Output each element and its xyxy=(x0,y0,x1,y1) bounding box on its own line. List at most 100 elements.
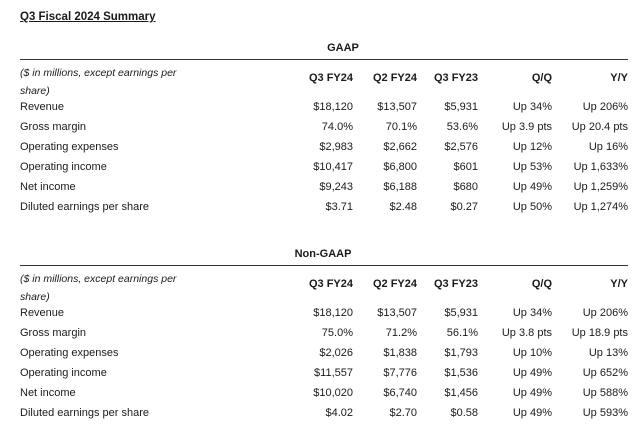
cell: $7,776 xyxy=(383,367,417,379)
cell: $10,020 xyxy=(313,387,353,399)
cell: $5,931 xyxy=(444,307,478,319)
cell: $1,456 xyxy=(444,387,478,399)
cell: $6,740 xyxy=(383,387,417,399)
cell: Up 49% xyxy=(512,407,552,419)
cell: $2,662 xyxy=(383,141,417,153)
table-row: Operating income $10,417 $6,800 $601 Up … xyxy=(20,158,628,178)
cell: 70.1% xyxy=(385,121,417,133)
cell: Up 16% xyxy=(588,141,628,153)
row-label: Diluted earnings per share xyxy=(20,407,150,419)
cell: Up 34% xyxy=(512,101,552,113)
cell: $18,120 xyxy=(313,101,353,113)
cell: $3.71 xyxy=(325,201,353,213)
cell: $0.58 xyxy=(450,407,478,419)
cell: 71.2% xyxy=(385,327,417,339)
cell: $680 xyxy=(453,181,478,193)
table-row: Revenue $18,120 $13,507 $5,931 Up 34% Up… xyxy=(20,98,628,118)
cell: $4.02 xyxy=(325,407,353,419)
units-note: ($ in millions, except earnings per shar… xyxy=(20,67,177,97)
table-row: Gross margin 74.0% 70.1% 53.6% Up 3.9 pt… xyxy=(20,118,628,138)
table-row: Net income $9,243 $6,188 $680 Up 49% Up … xyxy=(20,178,628,198)
cell: 56.1% xyxy=(446,327,478,339)
cell: Up 652% xyxy=(582,367,628,379)
cell: $18,120 xyxy=(313,307,353,319)
gaap-rows: Revenue $18,120 $13,507 $5,931 Up 34% Up… xyxy=(20,98,628,218)
cell: Up 12% xyxy=(512,141,552,153)
cell: $13,507 xyxy=(377,101,417,113)
gaap-section: GAAP ($ in millions, except earnings per… xyxy=(20,40,628,218)
cell: Up 593% xyxy=(582,407,628,419)
table-row: Diluted earnings per share $4.02 $2.70 $… xyxy=(20,404,628,424)
divider xyxy=(20,59,628,60)
column-header-row: ($ in millions, except earnings per shar… xyxy=(20,266,628,304)
cell: Up 34% xyxy=(512,307,552,319)
table-row: Operating expenses $2,983 $2,662 $2,576 … xyxy=(20,138,628,158)
cell: 74.0% xyxy=(321,121,353,133)
table-row: Operating income $11,557 $7,776 $1,536 U… xyxy=(20,364,628,384)
table-row: Revenue $18,120 $13,507 $5,931 Up 34% Up… xyxy=(20,304,628,324)
col-header-q2fy24: Q2 FY24 xyxy=(372,278,417,290)
col-header-yy: Y/Y xyxy=(610,278,628,290)
row-label: Gross margin xyxy=(20,327,87,339)
units-note: ($ in millions, except earnings per shar… xyxy=(20,273,177,303)
col-header-q3fy24: Q3 FY24 xyxy=(308,278,353,290)
cell: 75.0% xyxy=(321,327,353,339)
col-header-q3fy24: Q3 FY24 xyxy=(308,72,353,84)
cell: $9,243 xyxy=(319,181,353,193)
cell: Up 50% xyxy=(512,201,552,213)
row-label: Revenue xyxy=(20,307,65,319)
cell: $11,557 xyxy=(314,367,353,379)
non-gaap-section: Non-GAAP ($ in millions, except earnings… xyxy=(20,246,628,424)
section-title: GAAP xyxy=(327,42,359,54)
cell: $0.27 xyxy=(450,201,478,213)
cell: Up 49% xyxy=(512,387,552,399)
col-header-q3fy23: Q3 FY23 xyxy=(433,278,478,290)
col-header-yy: Y/Y xyxy=(610,72,628,84)
row-label: Revenue xyxy=(20,101,65,113)
cell: $2,026 xyxy=(319,347,353,359)
section-header: Non-GAAP xyxy=(20,246,628,266)
section-header: GAAP xyxy=(20,40,628,60)
cell: $2,576 xyxy=(444,141,478,153)
cell: Up 18.9 pts xyxy=(571,327,628,339)
cell: $6,188 xyxy=(383,181,417,193)
cell: Up 13% xyxy=(588,347,628,359)
cell: $601 xyxy=(453,161,478,173)
table-row: Operating expenses $2,026 $1,838 $1,793 … xyxy=(20,344,628,364)
table-row: Diluted earnings per share $3.71 $2.48 $… xyxy=(20,198,628,218)
page-title: Q3 Fiscal 2024 Summary xyxy=(20,11,156,23)
col-header-q2fy24: Q2 FY24 xyxy=(372,72,417,84)
cell: 53.6% xyxy=(446,121,478,133)
row-label: Gross margin xyxy=(20,121,87,133)
cell: $13,507 xyxy=(377,307,417,319)
row-label: Net income xyxy=(20,181,76,193)
cell: $1,536 xyxy=(444,367,478,379)
cell: Up 1,274% xyxy=(573,201,628,213)
cell: Up 206% xyxy=(582,307,628,319)
col-header-q3fy23: Q3 FY23 xyxy=(433,72,478,84)
cell: $2.48 xyxy=(389,201,417,213)
cell: $1,793 xyxy=(444,347,478,359)
cell: Up 3.8 pts xyxy=(501,327,552,339)
row-label: Operating income xyxy=(20,367,107,379)
cell: $2,983 xyxy=(319,141,353,153)
cell: $6,800 xyxy=(383,161,417,173)
col-header-qq: Q/Q xyxy=(531,278,552,290)
cell: Up 20.4 pts xyxy=(571,121,628,133)
cell: Up 1,259% xyxy=(573,181,628,193)
cell: Up 49% xyxy=(512,367,552,379)
cell: $1,838 xyxy=(383,347,417,359)
table-row: Net income $10,020 $6,740 $1,456 Up 49% … xyxy=(20,384,628,404)
section-title: Non-GAAP xyxy=(294,248,352,260)
cell: $2.70 xyxy=(389,407,417,419)
cell: Up 53% xyxy=(512,161,552,173)
cell: Up 588% xyxy=(582,387,628,399)
cell: Up 1,633% xyxy=(573,161,628,173)
row-label: Operating expenses xyxy=(20,141,119,153)
column-header-row: ($ in millions, except earnings per shar… xyxy=(20,60,628,98)
cell: $5,931 xyxy=(444,101,478,113)
divider xyxy=(20,265,628,266)
non-gaap-rows: Revenue $18,120 $13,507 $5,931 Up 34% Up… xyxy=(20,304,628,424)
cell: Up 3.9 pts xyxy=(501,121,552,133)
col-header-qq: Q/Q xyxy=(531,72,552,84)
